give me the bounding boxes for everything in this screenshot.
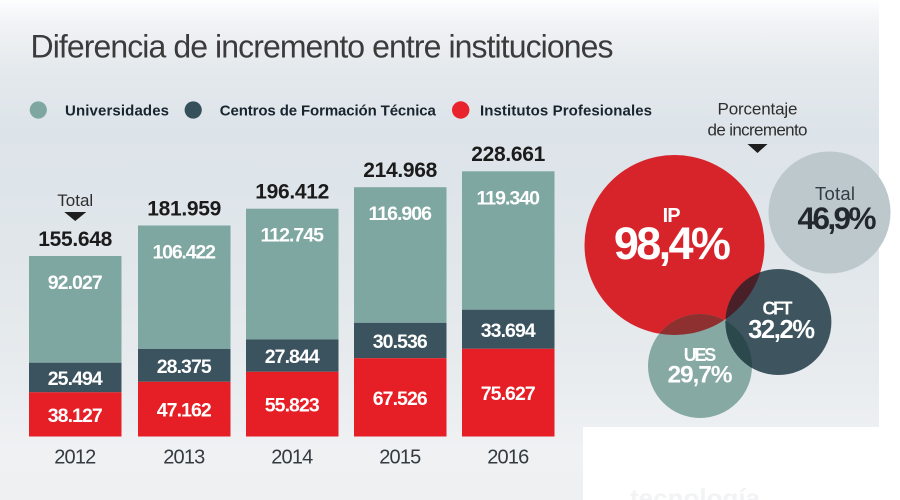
svg-text:181.959: 181.959 [147,197,221,220]
svg-text:98,4%: 98,4% [614,218,731,269]
svg-text:Total: Total [57,191,93,210]
svg-text:32,2%: 32,2% [748,316,815,344]
svg-text:27.844: 27.844 [265,346,320,368]
svg-text:112.745: 112.745 [261,225,325,247]
svg-text:119.340: 119.340 [477,187,541,209]
svg-text:155.648: 155.648 [38,228,112,251]
svg-text:UES: UES [684,345,717,365]
svg-text:30.536: 30.536 [373,331,428,353]
svg-text:2012: 2012 [54,447,96,469]
svg-text:29,7%: 29,7% [668,362,733,389]
svg-text:2015: 2015 [379,447,421,469]
svg-text:92.027: 92.027 [48,272,103,294]
svg-text:de incremento: de incremento [708,121,808,140]
svg-text:67.526: 67.526 [373,388,428,410]
svg-text:IP: IP [663,205,681,227]
svg-text:2014: 2014 [271,447,313,469]
svg-text:38.127: 38.127 [48,405,103,427]
svg-text:116.906: 116.906 [369,203,433,225]
svg-text:28.375: 28.375 [157,356,212,378]
svg-text:CFT: CFT [763,299,793,319]
svg-text:75.627: 75.627 [481,383,536,405]
svg-text:196.412: 196.412 [255,181,329,204]
svg-text:55.823: 55.823 [265,395,320,417]
svg-text:Total: Total [815,183,855,204]
svg-text:Centros de Formación Técnica: Centros de Formación Técnica [220,102,437,119]
svg-text:Porcentaje: Porcentaje [718,100,798,119]
svg-text:33.694: 33.694 [481,320,536,342]
svg-text:Universidades: Universidades [65,102,169,119]
svg-text:106.422: 106.422 [153,242,217,264]
svg-text:2016: 2016 [487,447,529,469]
svg-text:214.968: 214.968 [363,159,437,182]
svg-text:25.494: 25.494 [48,368,103,390]
svg-text:2013: 2013 [163,447,205,469]
svg-text:tecnología: tecnología [630,483,761,500]
svg-text:46,9%: 46,9% [798,200,877,236]
svg-text:47.162: 47.162 [157,400,212,422]
svg-text:Institutos Profesionales: Institutos Profesionales [480,102,652,119]
svg-text:228.661: 228.661 [471,143,545,166]
svg-text:Diferencia de incremento entre: Diferencia de incremento entre instituci… [31,29,614,65]
